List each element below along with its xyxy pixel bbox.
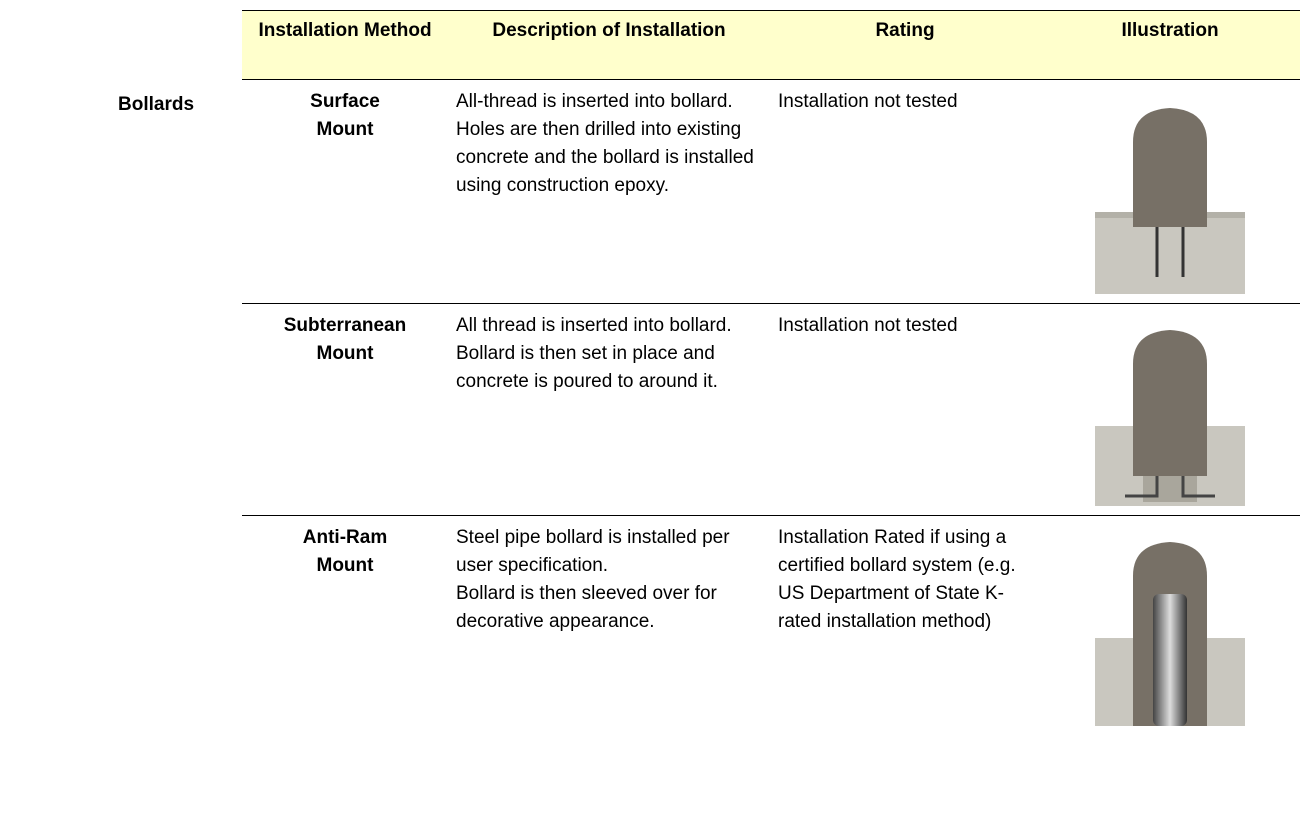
header-cell: Description of Installation xyxy=(448,11,770,80)
method-text: Mount xyxy=(250,340,440,368)
illustration xyxy=(1095,102,1245,294)
description-cell: All-thread is inserted into bollard. Hol… xyxy=(448,80,770,304)
illustration xyxy=(1095,538,1245,726)
rating-text: Installation not tested xyxy=(778,88,1032,116)
rating-cell: Installation not tested xyxy=(770,304,1040,516)
group-label: Bollards xyxy=(118,94,194,116)
rating-cell: Installation Rated if using a certified … xyxy=(770,516,1040,828)
header-row: Installation Method Description of Insta… xyxy=(242,11,1300,80)
header-cell: Installation Method xyxy=(242,11,448,80)
description-cell: Steel pipe bollard is installed per user… xyxy=(448,516,770,828)
illustration xyxy=(1095,326,1245,506)
method-text: Anti-Ram xyxy=(250,524,440,552)
rating-cell: Installation not tested xyxy=(770,80,1040,304)
method-text: Surface xyxy=(250,88,440,116)
header-cell: Illustration xyxy=(1040,11,1300,80)
installation-table: Installation Method Description of Insta… xyxy=(242,10,1300,828)
rating-text: Installation not tested xyxy=(778,312,1032,340)
description-text: All thread is inserted into bollard. Bol… xyxy=(456,312,762,396)
description-text: Bollard is then sleeved over for decorat… xyxy=(456,580,762,636)
method-text: Subterranean xyxy=(250,312,440,340)
rating-text: Installation Rated if using a certified … xyxy=(778,524,1032,636)
header-cell: Rating xyxy=(770,11,1040,80)
method-text: Mount xyxy=(250,116,440,144)
illustration-cell xyxy=(1040,516,1300,828)
illustration-cell xyxy=(1040,304,1300,516)
illustration-cell xyxy=(1040,80,1300,304)
description-cell: All thread is inserted into bollard. Bol… xyxy=(448,304,770,516)
description-text: All-thread is inserted into bollard. Hol… xyxy=(456,88,762,200)
method-text: Mount xyxy=(250,552,440,580)
description-text: Steel pipe bollard is installed per user… xyxy=(456,524,762,580)
